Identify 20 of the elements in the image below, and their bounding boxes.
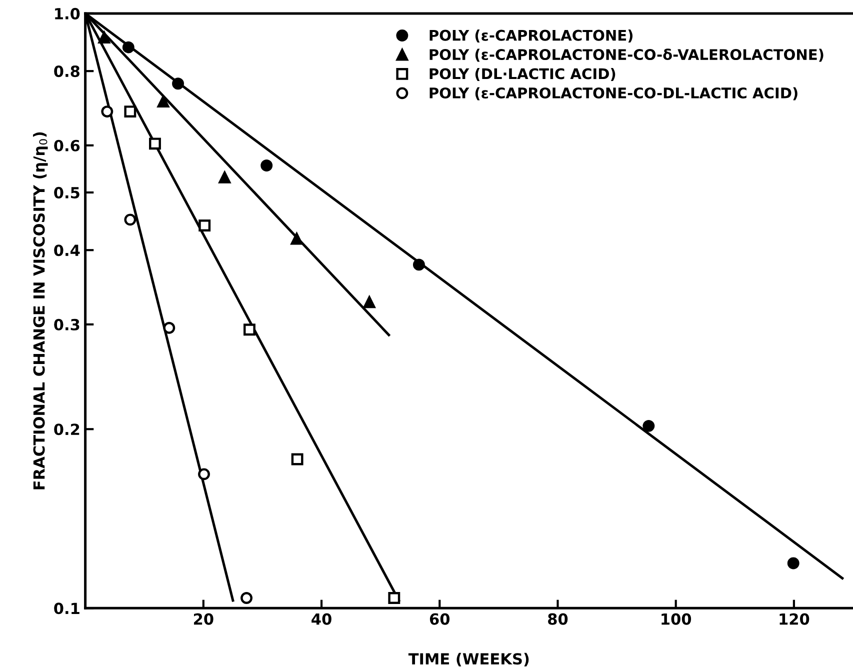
y-tick-label: 0.5 — [54, 186, 80, 198]
legend-label: POLY (ε-CAPROLACTONE) — [430, 30, 633, 43]
y-tick-label: 0.3 — [54, 318, 80, 330]
legend-label: POLY (DL·LACTIC ACID) — [430, 68, 616, 81]
y-tick-label: 0.8 — [54, 66, 80, 78]
y-axis-title: FRACTIONAL CHANGE IN VISCOSITY (η/η$_{0}$) — [33, 132, 48, 490]
x-tick-label: 100 — [662, 613, 692, 625]
x-tick-label: 80 — [548, 613, 568, 625]
x-tick-label: 120 — [780, 613, 810, 625]
y-tick-label: 1.0 — [55, 8, 80, 20]
x-axis-title: TIME (WEEKS) — [408, 652, 529, 666]
legend-label: POLY (ε-CAPROLACTONE-CO-δ-VALEROLACTONE) — [430, 48, 824, 62]
y-tick-label: 0.2 — [54, 424, 80, 436]
y-tick-label: 0.6 — [54, 140, 80, 152]
legend-label: POLY (ε-CAPROLACTONE-CO-DL-LACTIC ACID) — [430, 87, 798, 100]
y-tick-label: 0.1 — [54, 602, 80, 614]
y-tick-label: 0.4 — [54, 244, 80, 256]
x-tick-label: 40 — [312, 613, 332, 625]
x-tick-label: 20 — [194, 613, 214, 625]
x-tick-label: 60 — [430, 613, 450, 625]
